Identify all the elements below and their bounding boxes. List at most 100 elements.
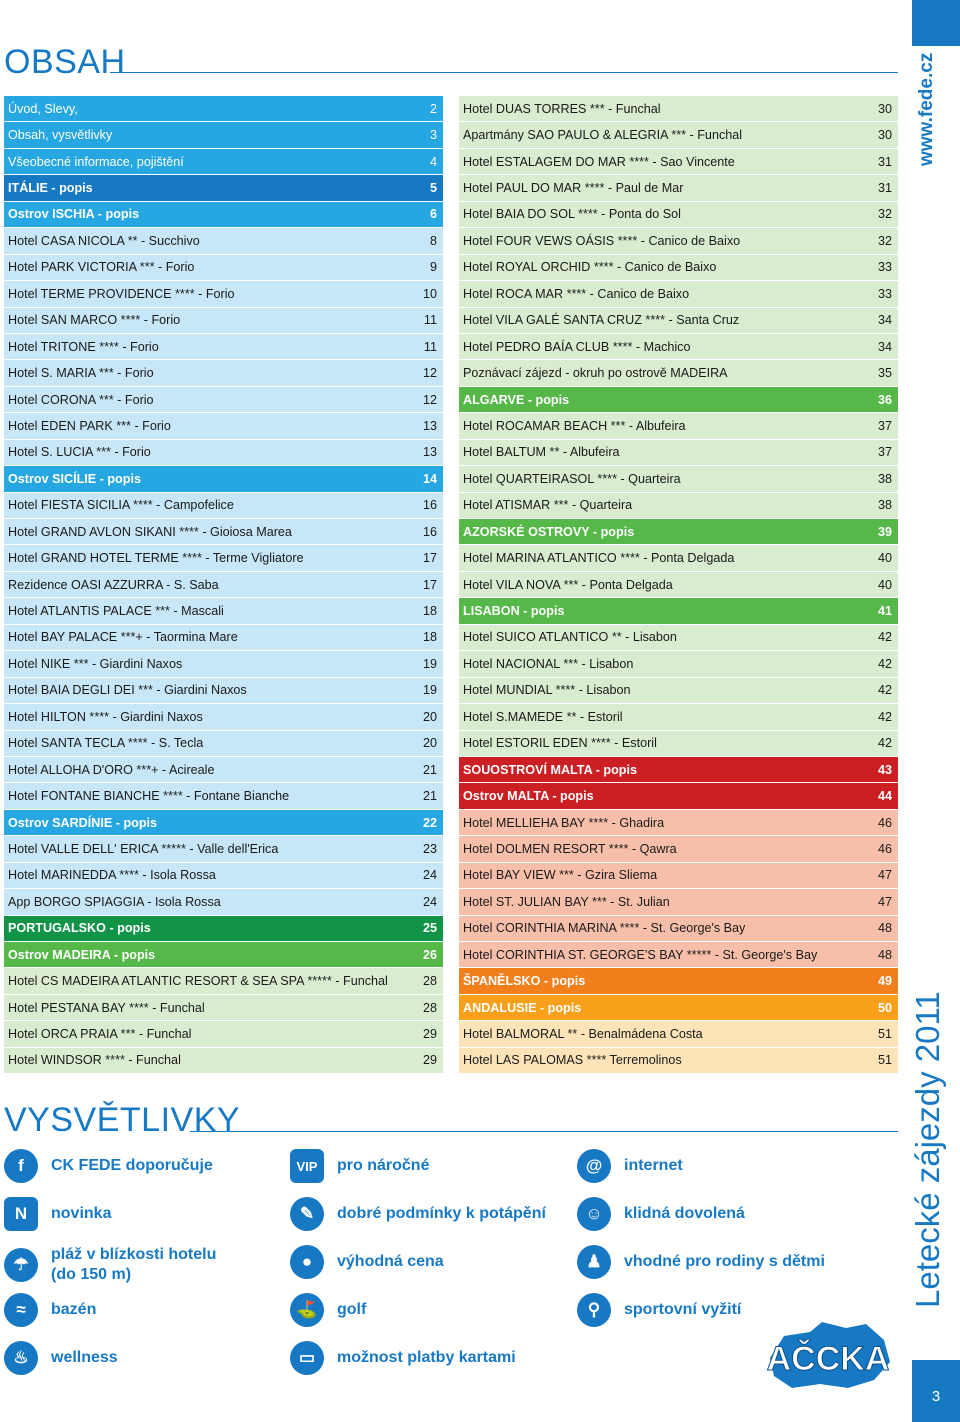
toc-entry-title: Hotel ST. JULIAN BAY *** - St. Julian xyxy=(463,894,670,909)
toc-row[interactable]: Hotel SANTA TECLA **** - S. Tecla 20 xyxy=(4,730,443,757)
toc-row[interactable]: Hotel BAY PALACE ***+ - Taormina Mare 18 xyxy=(4,624,443,652)
toc-row[interactable]: Rezidence OASI AZZURRA - S. Saba 17 xyxy=(4,571,443,599)
toc-row[interactable]: Hotel NACIONAL *** - Lisabon 42 xyxy=(459,651,898,678)
legend-item: ♨ wellness xyxy=(4,1341,118,1375)
toc-row[interactable]: Apartmány SAO PAULO & ALEGRIA *** - Func… xyxy=(459,122,898,149)
toc-row[interactable]: Hotel ROCAMAR BEACH *** - Albufeira 37 xyxy=(459,413,898,440)
toc-row[interactable]: Hotel CASA NICOLA ** - Succhivo 8 xyxy=(4,228,443,255)
toc-row[interactable]: Hotel BALTUM ** - Albufeira 37 xyxy=(459,439,898,467)
toc-row[interactable]: Hotel EDEN PARK *** - Forio 13 xyxy=(4,413,443,440)
toc-row[interactable]: ALGARVE - popis 36 xyxy=(459,386,898,414)
toc-row[interactable]: Hotel FONTANE BIANCHE **** - Fontane Bia… xyxy=(4,783,443,810)
toc-row[interactable]: Ostrov MADEIRA - popis 26 xyxy=(4,942,443,969)
catalog-title: Letecké zájezdy 2011 xyxy=(909,991,946,1308)
toc-row[interactable]: Hotel CORINTHIA ST. GEORGE'S BAY ***** -… xyxy=(459,942,898,969)
toc-entry-page: 30 xyxy=(877,101,892,116)
toc-row[interactable]: ANDALUSIE - popis 50 xyxy=(459,994,898,1022)
toc-row[interactable]: Obsah, vysvětlivky 3 xyxy=(4,122,443,149)
toc-row[interactable]: Hotel S.MAMEDE ** - Estoril 42 xyxy=(459,704,898,731)
toc-row[interactable]: ITÁLIE - popis 5 xyxy=(4,175,443,202)
toc-row[interactable]: Hotel MARINA ATLANTICO **** - Ponta Delg… xyxy=(459,545,898,572)
toc-row[interactable]: Hotel TERME PROVIDENCE **** - Forio 10 xyxy=(4,281,443,308)
toc-row[interactable]: Hotel SAN MARCO **** - Forio 11 xyxy=(4,307,443,334)
toc-row[interactable]: Ostrov MALTA - popis 44 xyxy=(459,783,898,810)
vip-icon: VIP xyxy=(290,1149,324,1183)
toc-row[interactable]: Hotel PAUL DO MAR **** - Paul de Mar 31 xyxy=(459,175,898,202)
toc-row[interactable]: Hotel SUICO ATLANTICO ** - Lisabon 42 xyxy=(459,624,898,652)
toc-row[interactable]: Hotel HILTON **** - Giardini Naxos 20 xyxy=(4,704,443,731)
toc-row[interactable]: Hotel S. LUCIA *** - Forio 13 xyxy=(4,439,443,467)
legend-label: bazén xyxy=(51,1301,97,1318)
toc-row[interactable]: Hotel ORCA PRAIA *** - Funchal 29 xyxy=(4,1021,443,1048)
toc-row[interactable]: AZORSKÉ OSTROVY - popis 39 xyxy=(459,519,898,546)
toc-row[interactable]: Hotel ATISMAR *** - Quarteira 38 xyxy=(459,492,898,519)
toc-row[interactable]: Úvod, Slevy, 2 xyxy=(4,96,443,123)
legend-item: f CK FEDE doporučuje xyxy=(4,1149,213,1183)
toc-row[interactable]: Hotel ST. JULIAN BAY *** - St. Julian 47 xyxy=(459,889,898,916)
legend-label: dobré podmínky k potápění xyxy=(337,1205,546,1222)
toc-entry-page: 41 xyxy=(877,604,892,619)
toc-row[interactable]: Ostrov ISCHIA - popis 6 xyxy=(4,201,443,229)
toc-entry-title: Hotel VILA GALÉ SANTA CRUZ **** - Santa … xyxy=(463,313,740,328)
toc-entry-title: Obsah, vysvětlivky xyxy=(8,128,113,143)
toc-row[interactable]: Ostrov SICÍLIE - popis 14 xyxy=(4,466,443,493)
toc-row[interactable]: Hotel WINDSOR **** - Funchal 29 xyxy=(4,1047,443,1075)
toc-entry-title: Hotel PARK VICTORIA *** - Forio xyxy=(8,260,195,275)
toc-entry-page: 12 xyxy=(422,392,437,407)
toc-row[interactable]: SOUOSTROVÍ MALTA - popis 43 xyxy=(459,756,898,784)
toc-row[interactable]: Hotel NIKE *** - Giardini Naxos 19 xyxy=(4,651,443,678)
toc-row[interactable]: Hotel FOUR VEWS OÁSIS **** - Canico de B… xyxy=(459,228,898,255)
website-url[interactable]: www.fede.cz xyxy=(916,52,937,166)
toc-row[interactable]: Hotel MELLIEHA BAY **** - Ghadira 46 xyxy=(459,809,898,837)
toc-row[interactable]: Hotel BAY VIEW *** - Gzira Sliema 47 xyxy=(459,862,898,890)
toc-row[interactable]: Ostrov SARDÍNIE - popis 22 xyxy=(4,809,443,837)
toc-row[interactable]: ŠPANĚLSKO - popis 49 xyxy=(459,968,898,995)
toc-entry-title: ITÁLIE - popis xyxy=(8,181,93,196)
toc-row[interactable]: Hotel ESTALAGEM DO MAR **** - Sao Vincen… xyxy=(459,148,898,176)
toc-row[interactable]: LISABON - popis 41 xyxy=(459,598,898,625)
toc-row[interactable]: Hotel PEDRO BAÍA CLUB **** - Machico 34 xyxy=(459,333,898,361)
toc-row[interactable]: Hotel ALLOHA D'ORO ***+ - Acireale 21 xyxy=(4,756,443,784)
toc-row[interactable]: Hotel DOLMEN RESORT **** - Qawra 46 xyxy=(459,836,898,863)
toc-row[interactable]: Hotel QUARTEIRASOL **** - Quarteira 38 xyxy=(459,466,898,493)
toc-row[interactable]: Hotel PESTANA BAY **** - Funchal 28 xyxy=(4,994,443,1022)
toc-row[interactable]: Hotel BAIA DO SOL **** - Ponta do Sol 32 xyxy=(459,201,898,229)
svg-text:AČCKA: AČCKA xyxy=(767,1339,890,1378)
toc-row[interactable]: App BORGO SPIAGGIA - Isola Rossa 24 xyxy=(4,889,443,916)
toc-entry-page: 32 xyxy=(877,233,892,248)
toc-row[interactable]: PORTUGALSKO - popis 25 xyxy=(4,915,443,942)
toc-row[interactable]: Hotel VALLE DELL' ERICA ***** - Valle de… xyxy=(4,836,443,863)
toc-row[interactable]: Hotel MARINEDDA **** - Isola Rossa 24 xyxy=(4,862,443,890)
toc-row[interactable]: Hotel GRAND HOTEL TERME **** - Terme Vig… xyxy=(4,545,443,572)
toc-entry-page: 16 xyxy=(422,498,437,513)
toc-entry-title: Hotel CS MADEIRA ATLANTIC RESORT & SEA S… xyxy=(8,974,388,989)
toc-row[interactable]: Hotel BAIA DEGLI DEI *** - Giardini Naxo… xyxy=(4,677,443,705)
toc-row[interactable]: Hotel CORINTHIA MARINA **** - St. George… xyxy=(459,915,898,942)
toc-entry-title: Hotel TERME PROVIDENCE **** - Forio xyxy=(8,286,235,301)
toc-row[interactable]: Hotel TRITONE **** - Forio 11 xyxy=(4,333,443,361)
toc-row[interactable]: Hotel VILA GALÉ SANTA CRUZ **** - Santa … xyxy=(459,307,898,334)
toc-row[interactable]: Hotel PARK VICTORIA *** - Forio 9 xyxy=(4,254,443,282)
legend-label: klidná dovolená xyxy=(624,1205,745,1222)
toc-row[interactable]: Hotel ATLANTIS PALACE *** - Mascali 18 xyxy=(4,598,443,625)
toc-row[interactable]: Hotel ROCA MAR **** - Canico de Baixo 33 xyxy=(459,281,898,308)
toc-row[interactable]: Hotel BALMORAL ** - Benalmádena Costa 51 xyxy=(459,1021,898,1048)
toc-row[interactable]: Hotel DUAS TORRES *** - Funchal 30 xyxy=(459,96,898,123)
toc-entry-title: Ostrov SARDÍNIE - popis xyxy=(8,815,158,830)
toc-entry-title: ANDALUSIE - popis xyxy=(463,1000,582,1015)
toc-row[interactable]: Hotel VILA NOVA *** - Ponta Delgada 40 xyxy=(459,571,898,599)
toc-row[interactable]: Hotel MUNDIAL **** - Lisabon 42 xyxy=(459,677,898,705)
toc-row[interactable]: Hotel FIESTA SICILIA **** - Campofelice 1… xyxy=(4,492,443,519)
toc-row[interactable]: Hotel S. MARIA *** - Forio 12 xyxy=(4,360,443,387)
toc-row[interactable]: Hotel LAS PALOMAS **** Terremolinos 51 xyxy=(459,1047,898,1075)
toc-row[interactable]: Hotel CS MADEIRA ATLANTIC RESORT & SEA S… xyxy=(4,968,443,995)
toc-row[interactable]: Poznávací zájezd - okruh po ostrově MADE… xyxy=(459,360,898,387)
toc-row[interactable]: Hotel ESTORIL EDEN **** - Estoril 42 xyxy=(459,730,898,757)
toc-row[interactable]: Hotel GRAND AVLON SIKANI **** - Gioiosa … xyxy=(4,519,443,546)
toc-row[interactable]: Hotel CORONA *** - Forio 12 xyxy=(4,386,443,414)
toc-row[interactable]: Všeobecné informace, pojištění 4 xyxy=(4,148,443,176)
legend-item: ☂ pláž v blízkosti hotelu (do 150 m) xyxy=(4,1245,231,1285)
toc-entry-page: 16 xyxy=(422,524,437,539)
toc-entry-title: Hotel GRAND HOTEL TERME **** - Terme Vig… xyxy=(8,551,304,566)
toc-row[interactable]: Hotel ROYAL ORCHID **** - Canico de Baix… xyxy=(459,254,898,282)
